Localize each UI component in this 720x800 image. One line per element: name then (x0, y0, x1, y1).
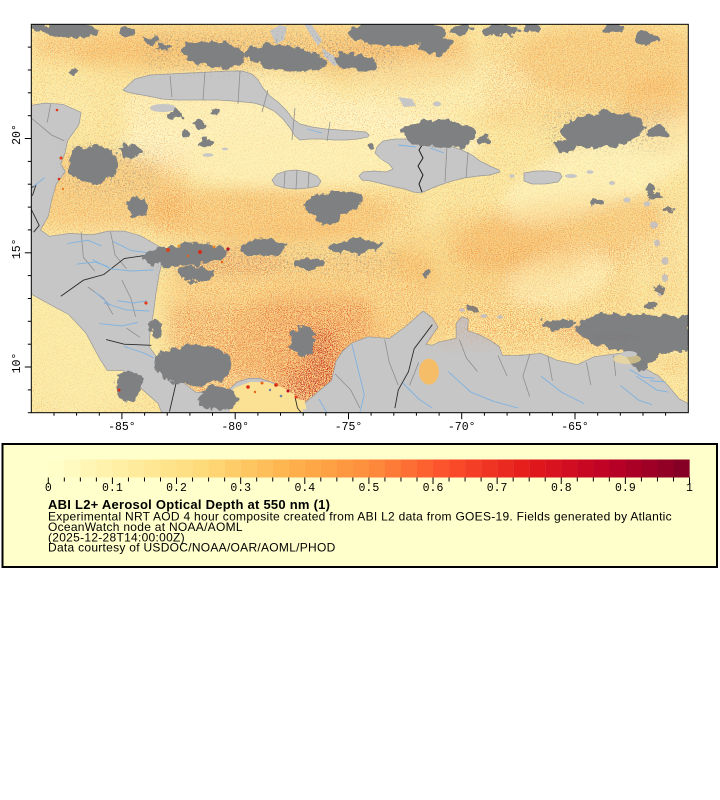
svg-text:0.3: 0.3 (230, 482, 251, 495)
svg-text:Experimental NRT AOD 4 hour co: Experimental NRT AOD 4 hour composite cr… (48, 510, 672, 524)
svg-text:0.1: 0.1 (102, 482, 123, 495)
svg-text:15°: 15° (11, 238, 24, 259)
svg-text:(2025-12-28T14:00:00Z): (2025-12-28T14:00:00Z) (48, 531, 185, 545)
svg-text:0.7: 0.7 (487, 482, 508, 495)
svg-text:1: 1 (686, 482, 693, 495)
svg-text:20°: 20° (11, 124, 24, 145)
svg-text:0.5: 0.5 (359, 482, 380, 495)
svg-text:-70°: -70° (448, 421, 476, 434)
svg-text:0.4: 0.4 (294, 482, 315, 495)
svg-text:0.9: 0.9 (615, 482, 636, 495)
svg-text:-85°: -85° (108, 421, 136, 434)
svg-text:-75°: -75° (335, 421, 363, 434)
svg-text:0.8: 0.8 (551, 482, 572, 495)
svg-text:0: 0 (45, 482, 52, 495)
svg-text:Data courtesy of USDOC/NOAA/OA: Data courtesy of USDOC/NOAA/OAR/AOML/PHO… (48, 541, 336, 555)
svg-text:0.6: 0.6 (423, 482, 444, 495)
svg-text:OceanWatch node at NOAA/AOML: OceanWatch node at NOAA/AOML (48, 520, 243, 534)
svg-text:10°: 10° (11, 353, 24, 374)
svg-text:0.2: 0.2 (166, 482, 187, 495)
svg-text:-80°: -80° (221, 421, 249, 434)
svg-text:-65°: -65° (561, 421, 589, 434)
svg-text:ABI L2+ Aerosol Optical Depth: ABI L2+ Aerosol Optical Depth at 550 nm … (48, 497, 330, 512)
